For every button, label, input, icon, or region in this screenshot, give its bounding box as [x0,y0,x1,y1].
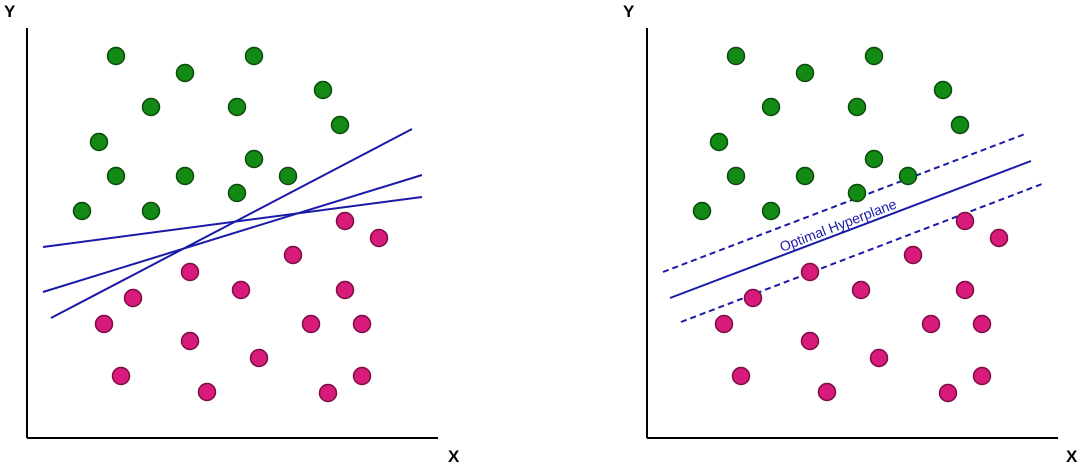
class-a-point [106,166,126,186]
lower-margin-line [680,183,1043,323]
class-b-point [180,331,200,351]
class-b-point [335,211,355,231]
class-a-point [244,149,264,169]
class-b-point [123,288,143,308]
class-b-point [94,314,114,334]
class-b-point [800,262,820,282]
class-a-point [72,201,92,221]
right-y-axis-label: Y [623,2,635,21]
class-b-point [989,228,1009,248]
class-a-point [141,201,161,221]
class-a-point [726,46,746,66]
class-b-point [851,280,871,300]
class-a-point [950,115,970,135]
class-b-point [714,314,734,334]
left-panel: Y X [4,2,460,466]
class-a-point [726,166,746,186]
right-x-axis-label: X [1066,447,1078,466]
class-b-point [972,366,992,386]
class-a-point [89,132,109,152]
candidate-line-3 [50,128,413,319]
class-a-point [795,166,815,186]
class-a-point [847,97,867,117]
class-a-point [864,149,884,169]
class-b-point [972,314,992,334]
class-b-point [921,314,941,334]
class-b-point [318,383,338,403]
class-b-point [335,280,355,300]
class-b-point [283,245,303,265]
class-b-point [817,382,837,402]
left-y-axis-label: Y [4,2,16,21]
class-b-point [249,348,269,368]
class-a-point [761,201,781,221]
class-a-point [795,63,815,83]
class-b-point [301,314,321,334]
upper-margin-line [662,133,1026,273]
class-a-point [227,183,247,203]
class-a-point [330,115,350,135]
class-b-point [800,331,820,351]
class-a-point [106,46,126,66]
optimal-hyperplane-line [669,160,1032,299]
class-b-point [111,366,131,386]
class-a-point [847,183,867,203]
candidate-line-2 [42,174,423,293]
class-b-point [352,366,372,386]
class-a-point [709,132,729,152]
class-b-point [869,348,889,368]
class-a-point [244,46,264,66]
class-a-point [933,80,953,100]
class-a-point [175,63,195,83]
class-b-point [938,383,958,403]
class-b-point [369,228,389,248]
class-b-point [352,314,372,334]
class-a-point [278,166,298,186]
right-panel: Y X Optimal Hyperplane [623,2,1078,466]
class-b-point [231,280,251,300]
class-b-point [955,280,975,300]
class-b-point [955,211,975,231]
class-a-point [761,97,781,117]
class-a-point [898,166,918,186]
class-a-point [227,97,247,117]
class-b-point [180,262,200,282]
class-a-point [864,46,884,66]
class-b-point [197,382,217,402]
class-a-point [141,97,161,117]
class-a-point [313,80,333,100]
class-b-point [731,366,751,386]
class-a-point [175,166,195,186]
class-b-point [903,245,923,265]
class-a-point [692,201,712,221]
class-b-point [743,288,763,308]
left-x-axis-label: X [448,447,460,466]
